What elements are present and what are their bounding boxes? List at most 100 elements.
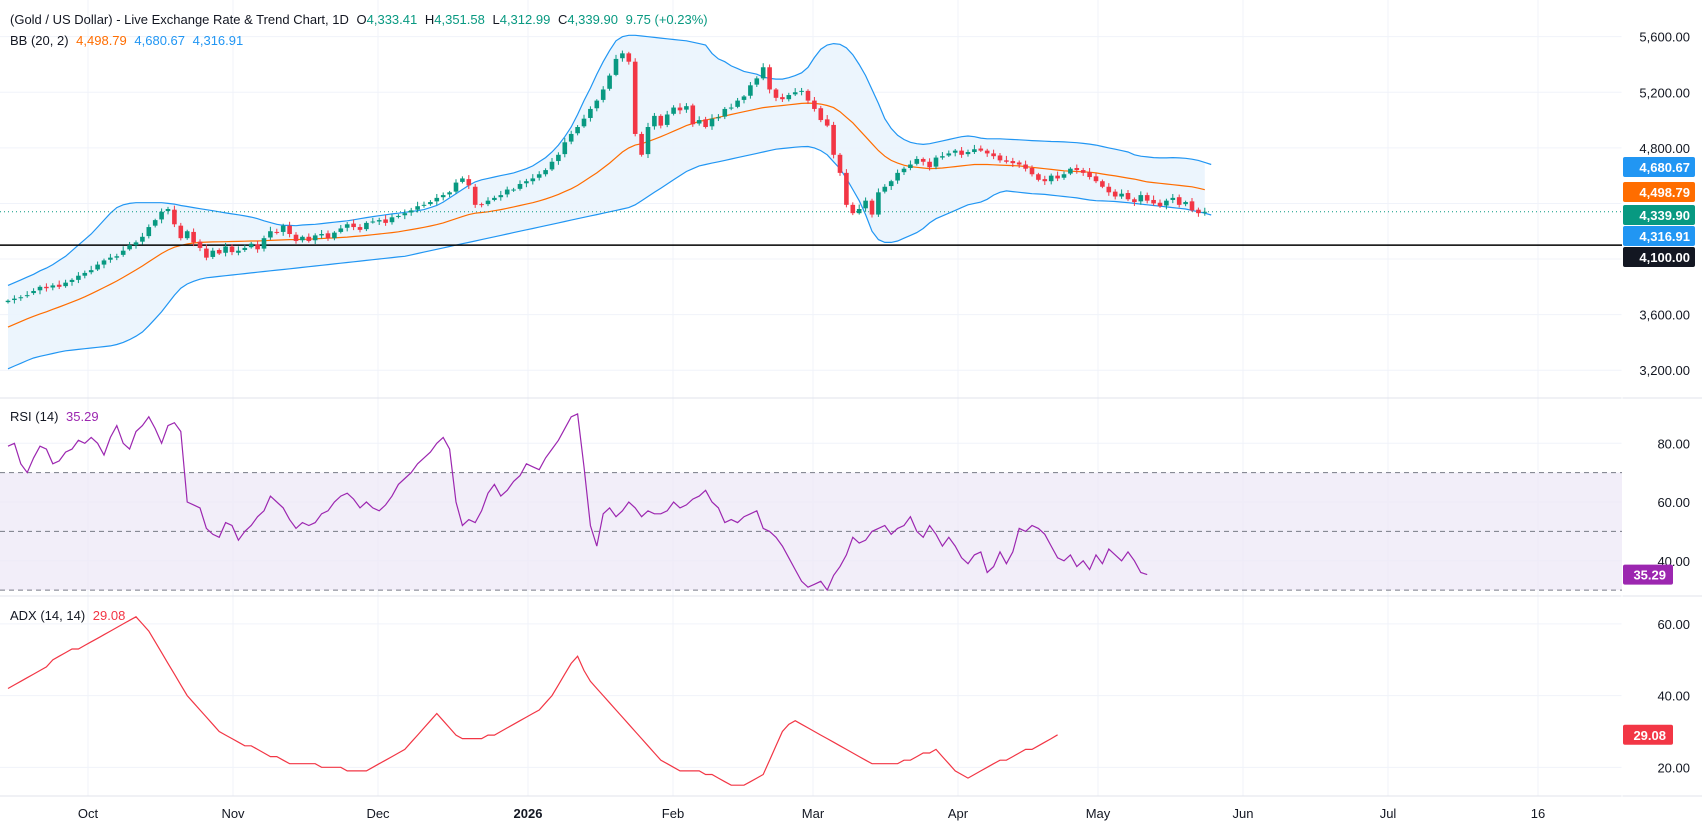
candle-body <box>1100 181 1105 187</box>
rsi-badge <box>1623 564 1673 585</box>
candle-body <box>716 117 721 119</box>
candle-body <box>927 161 932 168</box>
candle-body <box>1029 168 1035 175</box>
candle-body <box>805 90 811 101</box>
candle-body <box>191 231 196 243</box>
candle-body <box>114 256 120 258</box>
candle-body <box>581 118 587 127</box>
candle-body <box>812 100 817 109</box>
candle-body <box>447 192 452 195</box>
candle-body <box>56 284 62 287</box>
candle-body <box>370 221 376 223</box>
candle-body <box>434 197 440 202</box>
candle-body <box>978 148 984 151</box>
candle-body <box>325 233 331 239</box>
price-badge-bb_basis <box>1623 182 1695 202</box>
candle-body <box>754 78 760 85</box>
bb-lower-line <box>7 145 1212 370</box>
candle-body <box>1016 162 1022 165</box>
candle-body <box>133 242 139 246</box>
candle-body <box>882 186 888 192</box>
candle-body <box>146 227 152 237</box>
price-badge-bb_lower <box>1623 226 1695 246</box>
candle-body <box>1189 201 1195 211</box>
candle-body <box>876 192 881 215</box>
candle-body <box>312 235 318 241</box>
candle-body <box>127 245 132 250</box>
candle-body <box>831 124 836 155</box>
adx-badge <box>1623 724 1673 745</box>
bb-name: BB (20, 2) <box>10 33 69 48</box>
candle-body <box>952 150 958 153</box>
candle-body <box>780 97 785 100</box>
candle-body <box>511 189 516 191</box>
candle-body <box>690 105 696 125</box>
candle-body <box>1151 199 1156 204</box>
candle-body <box>1119 193 1124 197</box>
candle-body <box>1202 211 1208 213</box>
candle-body <box>1125 193 1131 200</box>
candle-body <box>204 248 209 258</box>
candle-body <box>972 149 977 153</box>
x-axis-label: Jun <box>1233 806 1254 821</box>
candle-body <box>1023 164 1028 169</box>
candle-body <box>498 195 504 198</box>
bb-basis-line <box>7 102 1205 328</box>
candle-body <box>588 108 593 118</box>
candle-body <box>1164 200 1169 206</box>
candle-body <box>799 90 804 92</box>
candle-body <box>543 170 548 175</box>
x-axis-label: 16 <box>1531 806 1545 821</box>
candle-body <box>1106 186 1112 193</box>
candle-body <box>709 118 715 127</box>
candle-body <box>408 210 414 213</box>
candle-body <box>1055 175 1060 179</box>
candle-body <box>152 220 158 226</box>
candle-body <box>607 75 612 89</box>
x-axis-label: Nov <box>221 806 245 821</box>
price-axis-tick: 3,600.00 <box>1639 308 1690 323</box>
rsi-legend: RSI (14) 35.29 <box>10 409 103 424</box>
candle-body <box>549 161 555 170</box>
candle-body <box>216 249 222 254</box>
candle-body <box>383 219 388 223</box>
candle-body <box>1144 195 1150 201</box>
candle-body <box>18 297 24 299</box>
change-value: 9.75 (+0.23%) <box>625 12 708 27</box>
bb-upper-line <box>7 34 1212 286</box>
candle-body <box>517 183 523 189</box>
candle-body <box>31 290 36 294</box>
price-badge-hline <box>1623 247 1695 267</box>
x-axis-label: Dec <box>366 806 390 821</box>
candle-body <box>556 154 561 162</box>
candle-body <box>344 224 350 228</box>
candle-body <box>332 232 337 239</box>
candle-body <box>1036 174 1041 180</box>
candle-body <box>357 227 363 230</box>
candle-body <box>306 236 312 241</box>
candle-body <box>197 241 203 248</box>
candle-body <box>696 120 702 124</box>
x-axis-label: Oct <box>78 806 99 821</box>
adx-axis-tick: 20.00 <box>1657 760 1690 775</box>
price-axis-tick: 3,200.00 <box>1639 363 1690 378</box>
price-badge-label: 4,498.79 <box>1639 185 1690 200</box>
symbol-title: (Gold / US Dollar) - Live Exchange Rate … <box>10 12 349 27</box>
candle-body <box>940 156 945 158</box>
adx-value: 29.08 <box>92 608 126 623</box>
x-axis-label: Apr <box>948 806 969 821</box>
candle-body <box>844 172 849 205</box>
candle-body <box>658 115 664 126</box>
high-value: 4,351.58 <box>434 12 485 27</box>
candle-body <box>37 286 43 291</box>
candle-body <box>620 53 625 59</box>
candle-body <box>997 155 1003 161</box>
candle-body <box>869 200 875 215</box>
adx-legend: ADX (14, 14) 29.08 <box>10 608 129 623</box>
candle-body <box>741 96 747 100</box>
candle-body <box>389 217 395 223</box>
candle-body <box>402 213 408 216</box>
bb-basis-value: 4,498.79 <box>76 33 127 48</box>
